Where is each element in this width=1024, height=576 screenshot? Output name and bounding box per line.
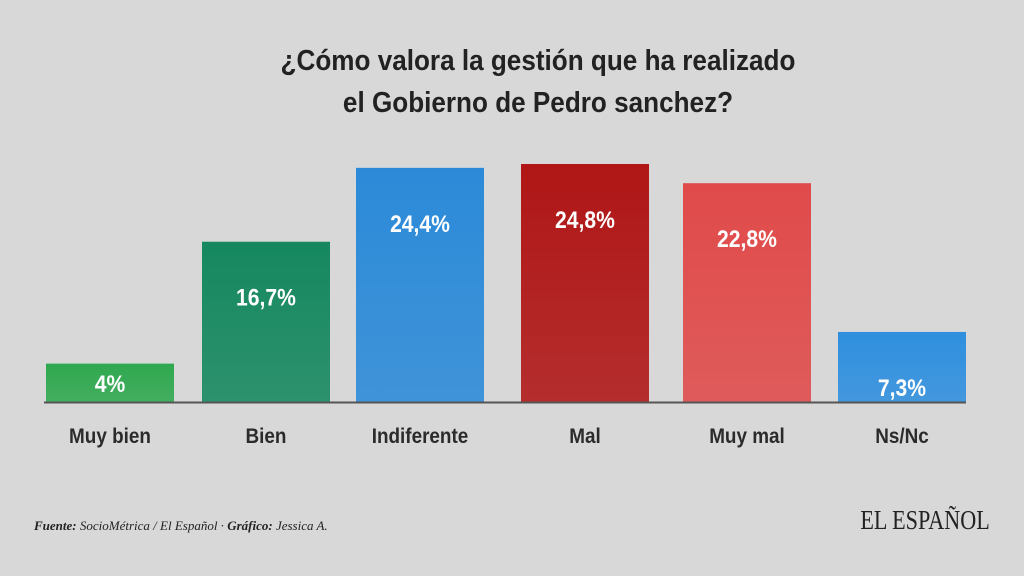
bar-muy-bien — [46, 363, 174, 402]
bar-value-label: 22,8% — [717, 226, 777, 253]
category-label: Ns/Nc — [875, 425, 929, 448]
chart-title: ¿Cómo valora la gestión que ha realizado… — [54, 40, 1022, 124]
category-label: Indiferente — [372, 425, 469, 448]
bar-bien — [202, 241, 330, 402]
bar-value-label: 4% — [95, 371, 126, 398]
bar-value-label: 24,8% — [555, 207, 615, 234]
graphic-text: Jessica A. — [275, 518, 328, 533]
category-label: Mal — [569, 425, 601, 448]
category-label: Bien — [246, 425, 287, 448]
graphic-label: Gráfico: — [227, 518, 273, 533]
source-label: Fuente: — [34, 518, 77, 533]
chart-title-line-2: el Gobierno de Pedro sanchez? — [342, 87, 734, 119]
source-text: SocioMétrica / El Español · — [79, 518, 224, 533]
source-footer: Fuente: SocioMétrica / El Español · Gráf… — [34, 518, 328, 534]
el-espanol-logo: EL ESPAÑOL — [860, 505, 990, 535]
category-label: Muy bien — [69, 425, 151, 448]
category-label: Muy mal — [709, 425, 785, 448]
bar-indiferente — [356, 167, 484, 402]
chart-title-line-1: ¿Cómo valora la gestión que ha realizado — [280, 45, 796, 77]
bar-value-label: 7,3% — [878, 375, 926, 402]
bar-muy-mal — [683, 183, 811, 402]
bar-value-label: 16,7% — [236, 285, 296, 312]
bar-ns-nc — [838, 331, 966, 402]
bar-mal — [521, 164, 649, 402]
bar-value-label: 24,4% — [390, 211, 450, 238]
